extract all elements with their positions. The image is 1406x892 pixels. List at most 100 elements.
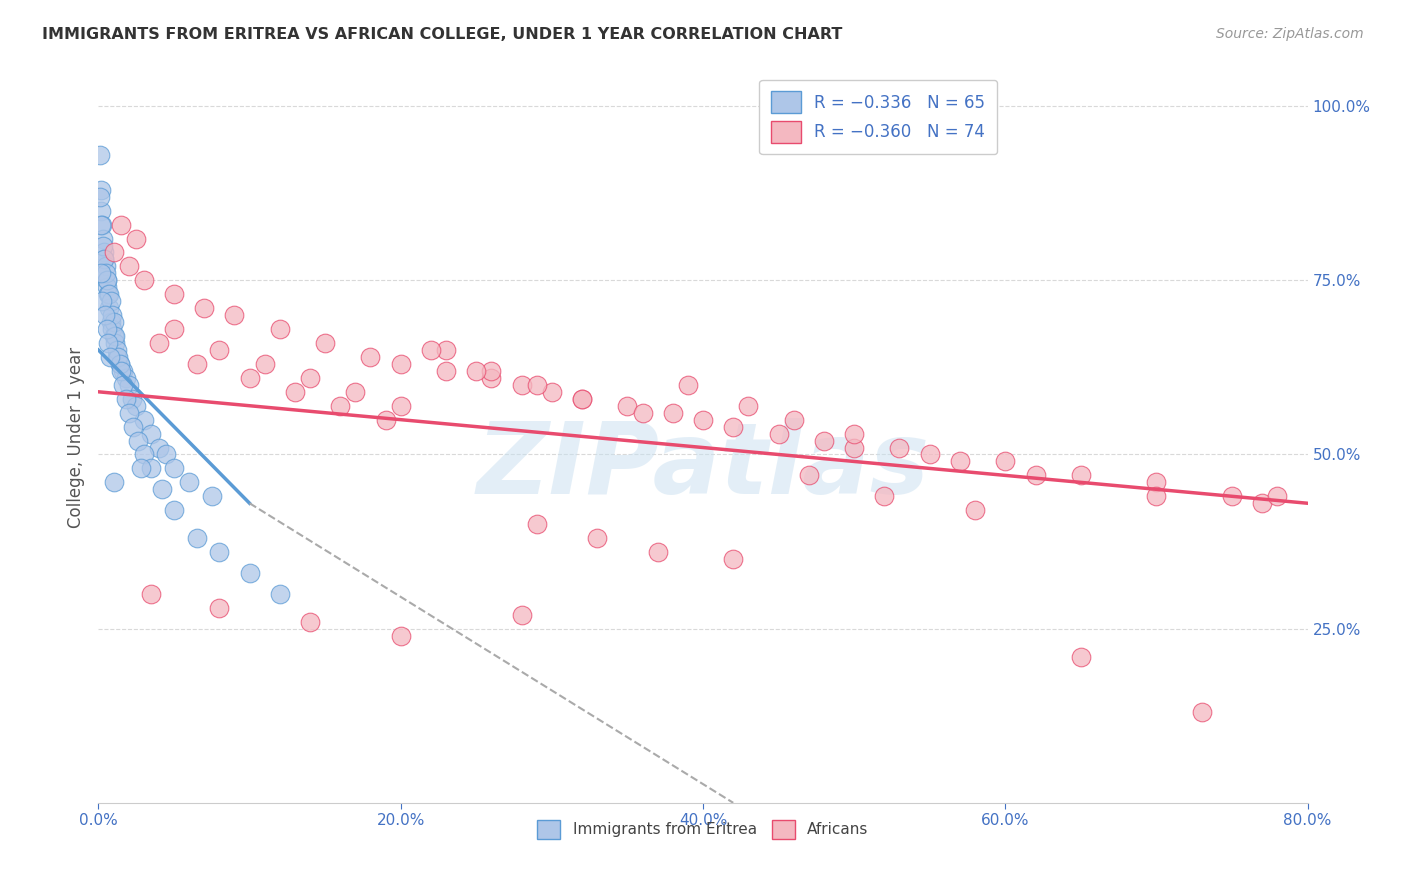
Point (239, 566, 262, 580)
Point (90, 266, 112, 280)
Point (91, 231, 114, 245)
Point (1070, 468, 1092, 483)
Point (586, 531, 609, 545)
Point (110, 364, 132, 378)
Point (125, 231, 148, 245)
Point (103, 329, 125, 343)
Point (89, 148, 111, 162)
Point (208, 545, 231, 559)
Point (96, 280, 118, 294)
Point (97, 287, 120, 301)
Point (420, 343, 443, 357)
Point (224, 308, 246, 322)
Point (1146, 475, 1168, 490)
Point (465, 364, 488, 378)
Point (269, 587, 291, 601)
Text: Source: ZipAtlas.com: Source: ZipAtlas.com (1216, 27, 1364, 41)
Point (526, 517, 548, 532)
Point (104, 336, 127, 351)
Point (163, 461, 186, 475)
Point (344, 384, 367, 399)
Point (873, 489, 896, 503)
Point (434, 364, 457, 378)
Point (768, 426, 790, 441)
Point (89, 190, 111, 204)
Point (132, 448, 155, 462)
Point (965, 503, 987, 517)
Point (100, 294, 122, 309)
Point (844, 441, 866, 455)
Point (186, 357, 208, 371)
Point (374, 412, 396, 426)
Point (299, 371, 322, 385)
Point (299, 615, 322, 629)
Point (631, 406, 654, 420)
Point (141, 426, 163, 441)
Point (105, 343, 128, 357)
Point (676, 377, 699, 392)
Point (94, 260, 117, 274)
Point (1251, 496, 1274, 510)
Point (1024, 468, 1046, 483)
Point (93, 252, 115, 267)
Point (132, 412, 155, 426)
Point (389, 399, 412, 413)
Point (129, 461, 152, 475)
Point (98, 350, 121, 364)
Point (661, 406, 683, 420)
Point (329, 399, 352, 413)
Text: IMMIGRANTS FROM ERITREA VS AFRICAN COLLEGE, UNDER 1 YEAR CORRELATION CHART: IMMIGRANTS FROM ERITREA VS AFRICAN COLLE… (42, 27, 842, 42)
Point (125, 399, 148, 413)
Point (193, 301, 215, 316)
Point (360, 350, 382, 364)
Point (148, 336, 170, 351)
Point (163, 503, 186, 517)
Point (132, 273, 155, 287)
Point (100, 315, 122, 329)
Point (108, 357, 131, 371)
Point (93, 252, 115, 267)
Point (510, 607, 533, 622)
Point (813, 434, 835, 448)
Point (110, 218, 132, 232)
Point (108, 357, 131, 371)
Point (103, 315, 125, 329)
Point (91, 238, 114, 252)
Point (103, 245, 125, 260)
Point (150, 483, 173, 497)
Point (111, 364, 134, 378)
Point (1146, 489, 1168, 503)
Point (526, 377, 548, 392)
Point (121, 392, 143, 406)
Point (96, 322, 118, 336)
Point (1220, 489, 1243, 503)
Point (122, 419, 145, 434)
Point (141, 461, 163, 475)
Point (118, 406, 141, 420)
Point (96, 273, 118, 287)
Point (118, 260, 141, 274)
Point (90, 203, 112, 218)
Point (208, 343, 231, 357)
Point (481, 371, 503, 385)
Point (889, 441, 911, 455)
Point (994, 454, 1017, 468)
Point (481, 364, 503, 378)
Point (127, 434, 149, 448)
Point (723, 419, 745, 434)
Point (98, 301, 121, 316)
Point (389, 357, 412, 371)
Text: ZIPatlas: ZIPatlas (477, 417, 929, 515)
Point (1267, 489, 1289, 503)
Point (97, 336, 120, 351)
Point (737, 399, 759, 413)
Point (723, 552, 745, 566)
Point (616, 399, 638, 413)
Point (105, 350, 128, 364)
Point (284, 384, 307, 399)
Point (114, 371, 136, 385)
Point (101, 322, 124, 336)
Point (239, 371, 262, 385)
Point (571, 392, 593, 406)
Point (114, 392, 136, 406)
